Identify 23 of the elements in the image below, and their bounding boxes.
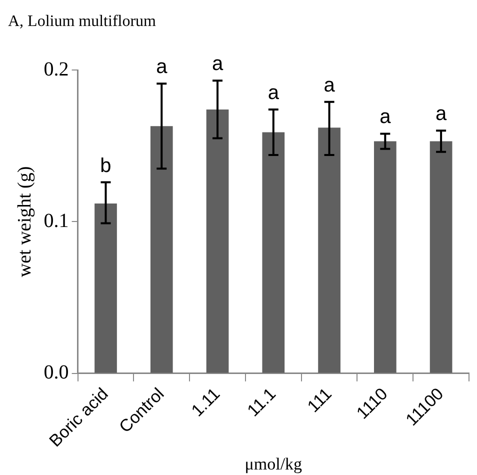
annotation: a <box>268 82 280 104</box>
x-tick-label: 11.1 <box>244 384 280 420</box>
bar <box>430 141 452 373</box>
bar <box>150 126 173 373</box>
x-tick-label: 111 <box>304 384 336 416</box>
bar <box>206 109 229 373</box>
chart-title: A, Lolium multiflorum <box>8 13 157 30</box>
y-tick-label: 0.1 <box>44 210 69 232</box>
bar <box>94 203 117 373</box>
y-tick-label: 0.2 <box>44 58 69 80</box>
annotation: a <box>212 53 224 76</box>
x-axis-title: μmol/kg <box>244 454 303 474</box>
y-axis-title: wet weight (g) <box>14 166 36 278</box>
y-tick-label: 0.0 <box>44 362 69 384</box>
bar <box>374 141 396 373</box>
bar <box>318 128 340 373</box>
bar <box>262 132 285 373</box>
annotation: a <box>435 103 448 126</box>
annotation: a <box>156 56 168 78</box>
annotation: a <box>324 74 336 96</box>
x-tick-label: 1.11 <box>188 384 224 420</box>
annotation: b <box>100 154 112 177</box>
annotation: a <box>380 106 392 128</box>
